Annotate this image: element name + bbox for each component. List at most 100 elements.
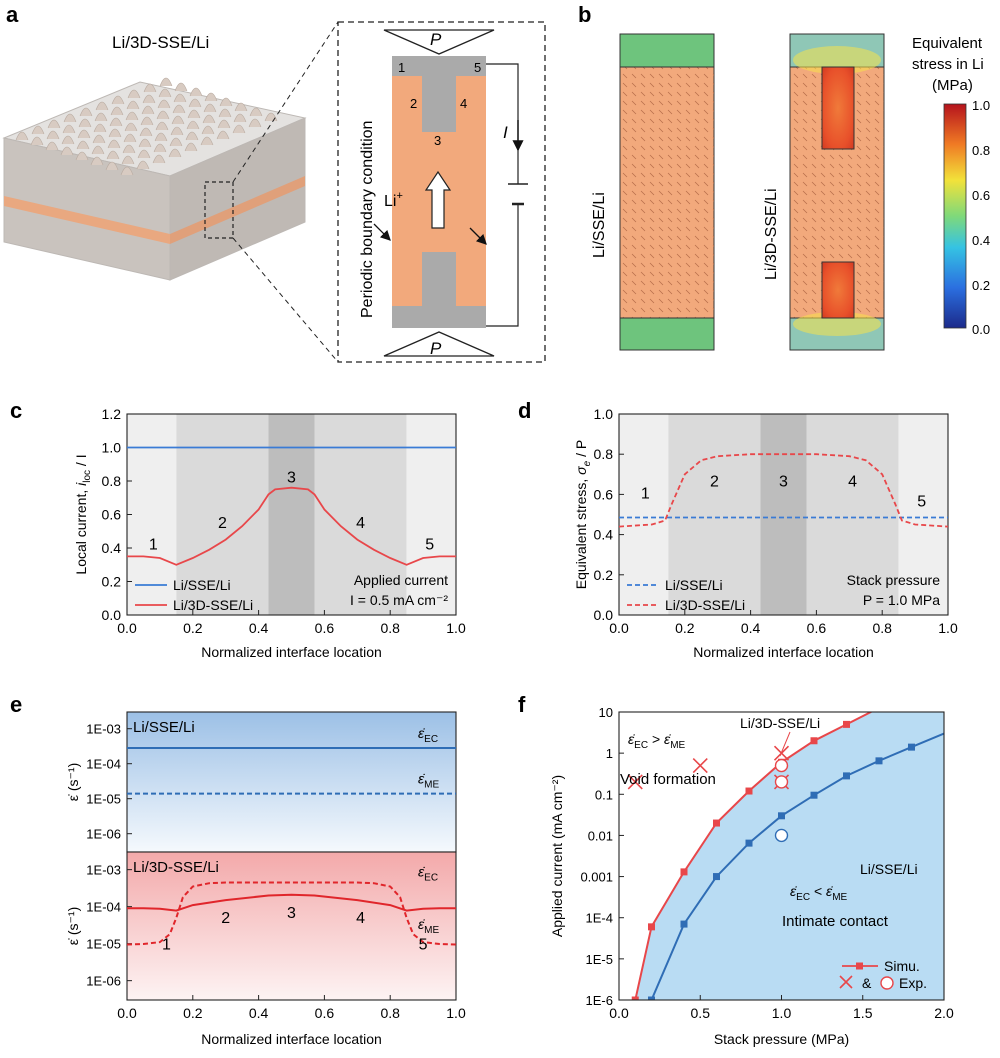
pillar: [249, 107, 263, 117]
shaded-region: [668, 414, 761, 615]
region-label: 1: [641, 485, 650, 502]
sim-marker-flat: [810, 791, 818, 799]
sim-marker-3d: [810, 737, 818, 745]
exp-circle-marker: [774, 775, 789, 789]
sim-marker-flat: [875, 757, 883, 765]
pillar: [60, 146, 74, 156]
x-tick-label: 0.0: [609, 620, 629, 636]
y-axis-label: Local current, iloc / I: [73, 454, 93, 574]
pillar: [62, 124, 76, 134]
pillar: [122, 144, 136, 154]
pillar: [216, 130, 230, 140]
pillar: [105, 161, 119, 171]
series-line-li-3d-sse-li: [127, 486, 456, 566]
pillar: [108, 128, 122, 138]
sim-marker-3d: [745, 787, 753, 795]
pillar: [184, 142, 198, 152]
colorbar-tick: 1.0: [972, 98, 990, 113]
panel-label-a: a: [6, 2, 19, 27]
sim-marker-flat: [908, 743, 915, 751]
pillar: [152, 154, 166, 164]
shaded-region: [806, 414, 899, 615]
sim-marker-flat: [680, 920, 688, 928]
pillar: [202, 114, 216, 124]
pillar: [106, 150, 120, 160]
y-tick-label: 0.001: [580, 870, 613, 885]
y-tick-label: 10: [599, 705, 613, 720]
pillar: [61, 135, 75, 145]
legend-circle: [880, 976, 894, 990]
panel-d: d 0.0 0.2 0.4 0.6 0.8 1.0 0.0 0.2 0.4 0.6 0.8 1.0 No…: [518, 398, 958, 660]
pillar: [15, 131, 29, 141]
x-tick-label: 0.8: [872, 620, 892, 636]
x-tick-label: 0.8: [380, 1005, 400, 1021]
pillar: [30, 136, 44, 146]
panel-label-f: f: [518, 692, 526, 717]
pillar: [173, 93, 187, 103]
pillar: [232, 124, 246, 134]
region-1: 1: [398, 60, 405, 75]
y-tick-label: 1E-5: [586, 952, 613, 967]
fit-curve: [650, 732, 944, 1000]
exp-circle-marker: [774, 758, 789, 773]
panel-b-right-label: Li/3D-SSE/Li: [763, 188, 780, 280]
y-tick-label: 1E-05: [86, 937, 121, 952]
panel-e: e Li/SSE/Li 1E-03 1E-04 1E-05 1E-06 ε̇EC ε̇ME ε…: [10, 692, 466, 1047]
region-label: 3: [779, 473, 788, 490]
pillar: [139, 127, 153, 137]
plot-frame: [618, 413, 949, 616]
x-axis-label: Normalized interface location: [201, 644, 382, 660]
pillar: [200, 136, 214, 146]
pillar: [120, 166, 134, 176]
region-5: 5: [474, 60, 481, 75]
panel-label-e: e: [10, 692, 22, 717]
panel-b: b Li/SSE/Li Li/3D-SSE/Li Equivalent stre…: [578, 2, 990, 351]
legend-simu-label: Simu.: [884, 958, 920, 974]
y-tick-label: 0.8: [594, 446, 614, 462]
x-tick-label: 0.2: [675, 620, 695, 636]
legend-marker-simu: [856, 962, 863, 970]
pressure-arrow-bottom: [383, 331, 495, 357]
annotation-text: P = 1.0 MPa: [863, 592, 940, 608]
pillar: [158, 88, 172, 98]
pillar: [123, 133, 137, 143]
y-tick-label: 1: [606, 746, 613, 761]
pillar-array: [15, 77, 278, 176]
y-tick-label: 0.4: [102, 540, 122, 556]
exp-cross-marker: [692, 757, 708, 774]
pillar: [153, 143, 167, 153]
x-tick-label: 1.0: [446, 1005, 466, 1021]
sim-marker-flat: [648, 996, 655, 1000]
boundary-arrow-right: [469, 227, 487, 245]
curve-label-pointer: [779, 731, 791, 757]
stress-map-li-3d-sse-li: [789, 33, 885, 351]
y-tick-label: 0.6: [102, 507, 122, 523]
annotation-text: I = 0.5 mA cm⁻²: [350, 592, 448, 608]
epsilon-label: ε̇ME: [418, 916, 439, 936]
y-tick-label: 1E-6: [586, 993, 613, 1008]
y-axis-label: ε̇ (s⁻¹): [65, 763, 81, 802]
region-label: 3: [287, 905, 296, 922]
series-line: [127, 893, 456, 912]
y-tick-label: 1.2: [102, 406, 122, 422]
pillar: [93, 123, 107, 133]
pillar: [91, 145, 105, 155]
region-label: 2: [710, 473, 719, 490]
region-label: 3: [287, 470, 296, 487]
x-tick-label: 0.8: [380, 620, 400, 636]
x-tick-label: 0.6: [315, 620, 335, 636]
subplot-title: Li/SSE/Li: [133, 719, 195, 736]
pillar: [157, 99, 171, 109]
colorbar-tick: 0.6: [972, 188, 990, 203]
pillar: [203, 103, 217, 113]
pillar: [217, 119, 231, 129]
panel-a-title: Li/3D-SSE/Li: [112, 33, 209, 52]
sim-marker-flat: [778, 812, 785, 820]
x-tick-label: 0.6: [807, 620, 827, 636]
x-axis-label: Stack pressure (MPa): [714, 1031, 849, 1047]
pillar: [141, 105, 155, 115]
pillar: [107, 139, 121, 149]
pillar: [233, 113, 247, 123]
y-tick-label: 0.01: [588, 828, 613, 843]
